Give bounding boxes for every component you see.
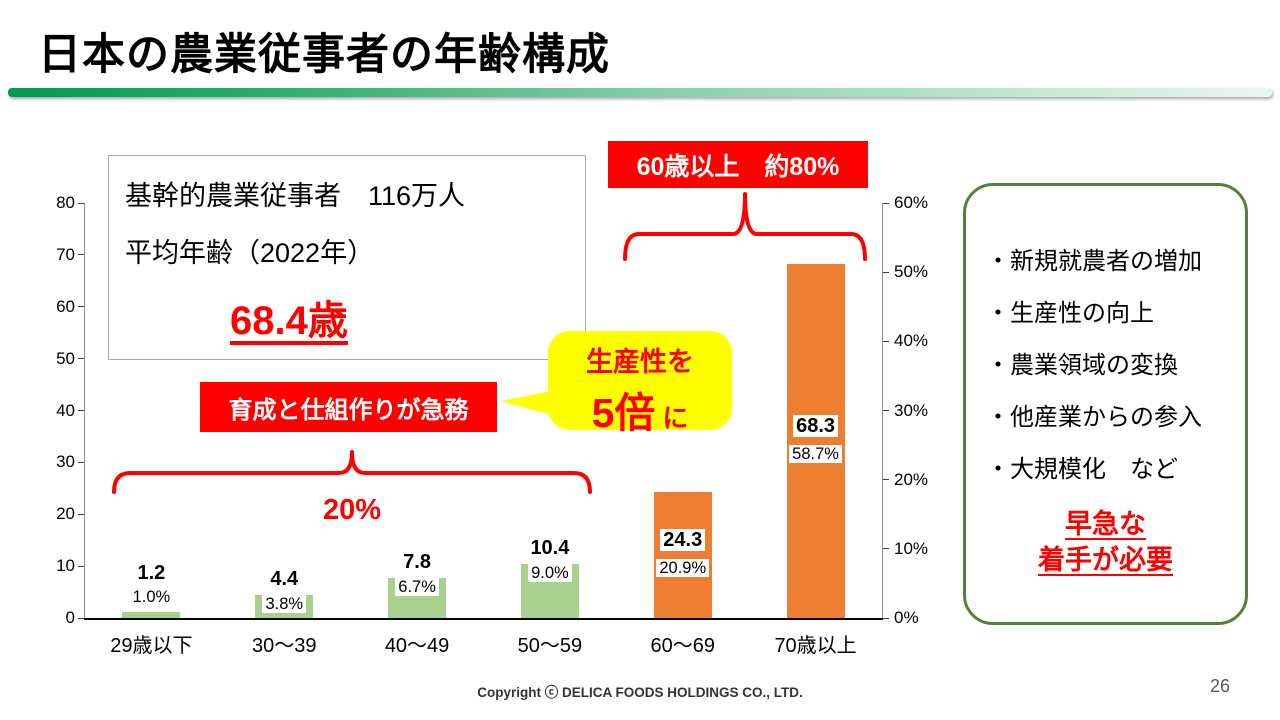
left-axis-tick-label: 20 — [56, 504, 75, 524]
right-axis-line — [882, 203, 883, 618]
bubble-suffix-text: に — [662, 403, 689, 433]
info-box: 基幹的農業従事者 116万人 平均年齢（2022年） 68.4歳 — [108, 155, 586, 360]
title-divider — [8, 88, 1272, 97]
right-axis-tick-label: 0% — [894, 608, 919, 627]
left-axis-tick — [78, 358, 84, 360]
left-axis-tick — [78, 461, 84, 463]
x-axis-category-label: 50〜59 — [517, 635, 583, 657]
bubble-5x-text: 5倍 — [591, 390, 656, 436]
urgent-action-note: 早急な 着手が必要 — [986, 506, 1245, 578]
bar-pct-label-text: 1.0% — [129, 587, 174, 606]
bubble-tail — [501, 391, 551, 415]
left-axis-tick — [78, 254, 84, 256]
over-60-bracket — [623, 192, 867, 261]
right-axis-tick-label: 40% — [894, 331, 929, 351]
bar-value-label: 1.2 — [85, 560, 218, 588]
bar-70歳以上 — [786, 263, 845, 618]
right-axis-tick — [883, 548, 889, 550]
bar-value-label-text: 1.2 — [134, 561, 169, 584]
right-axis-tick-label: 50% — [894, 262, 929, 282]
left-axis-line — [84, 203, 85, 618]
right-axis-tick — [883, 340, 889, 342]
left-axis-tick-label: 40 — [56, 400, 75, 420]
bar-pct-label: 9.0% — [484, 561, 617, 586]
left-axis-tick-label: 0 — [65, 608, 75, 627]
left-axis-tick — [78, 306, 84, 308]
left-axis-tick-label: 80 — [56, 193, 75, 212]
bubble-line-2: 5倍に — [548, 379, 732, 439]
bar-pct-label-text: 6.7% — [395, 577, 439, 596]
bar-pct-label-text: 58.7% — [789, 444, 842, 463]
bar-value-label-text: 24.3 — [660, 528, 706, 551]
bar-value-label-text: 4.4 — [267, 568, 302, 591]
copyright-text: Copyright ⓒ DELICA FOODS HOLDINGS CO., L… — [477, 685, 803, 700]
bar-pct-label: 6.7% — [351, 575, 484, 600]
urgent-line-2: 着手が必要 — [1038, 545, 1173, 575]
left-axis-tick-label: 10 — [56, 556, 75, 576]
right-axis-tick-label: 10% — [894, 538, 929, 558]
left-axis-tick — [78, 202, 84, 204]
bar-value-label-text: 68.3 — [793, 414, 839, 437]
left-axis-tick-label: 70 — [56, 244, 75, 264]
right-axis-tick-label: 30% — [894, 400, 929, 420]
left-axis-tick — [78, 513, 84, 515]
bubble-line-1: 生産性を — [586, 347, 694, 377]
x-axis-category-label: 60〜69 — [650, 635, 715, 657]
x-axis-category-label: 29歳以下 — [110, 635, 193, 657]
under-60-bracket — [112, 450, 592, 494]
measures-panel: ・新規就農者の増加 ・生産性の向上 ・農業領域の変換 ・他産業からの参入 ・大規… — [963, 183, 1248, 625]
right-axis-tick-label: 20% — [894, 469, 929, 489]
bar-pct-label: 3.8% — [218, 592, 351, 617]
x-axis-line — [84, 618, 883, 620]
bar-value-label-text: 7.8 — [400, 550, 434, 573]
urgent-line-1: 早急な — [1065, 509, 1146, 539]
left-axis-tick — [78, 617, 84, 619]
bar-value-label: 7.8 — [351, 549, 484, 577]
measure-item: ・農業領域の変換 — [986, 352, 1178, 379]
average-age-value: 68.4歳 — [230, 299, 348, 343]
bar-pct-label-text: 9.0% — [528, 564, 572, 583]
right-axis-tick — [883, 479, 889, 481]
measure-item: ・大規模化 など — [986, 456, 1178, 483]
right-axis-tick-label: 60% — [894, 193, 929, 212]
bar-value-label: 24.3 — [616, 527, 749, 555]
bar-value-label: 4.4 — [218, 566, 351, 594]
left-axis-tick — [78, 565, 84, 567]
right-axis-tick — [883, 410, 889, 411]
x-axis-category-label: 40〜49 — [384, 635, 450, 657]
right-axis-tick — [883, 617, 889, 619]
bar-value-label: 10.4 — [484, 535, 617, 563]
left-axis-tick-label: 50 — [56, 348, 75, 368]
measure-item: ・他産業からの参入 — [986, 404, 1202, 431]
left-axis-tick-label: 30 — [56, 452, 75, 472]
bar-pct-label-text: 20.9% — [656, 558, 710, 577]
bar-pct-label: 20.9% — [616, 556, 749, 581]
x-axis-category-label: 30〜39 — [251, 635, 317, 657]
left-axis-tick-label: 60 — [56, 296, 75, 316]
bar-29歳以下 — [122, 611, 181, 618]
urgent-task-label: 育成と仕組作りが急務 — [200, 382, 497, 432]
bar-pct-label: 58.7% — [749, 442, 882, 467]
bar-value-label-text: 10.4 — [527, 537, 573, 560]
bar-pct-label: 1.0% — [85, 585, 218, 610]
left-axis-tick — [78, 410, 84, 411]
page-title: 日本の農業従事者の年齢構成 — [38, 31, 610, 79]
over-60-share-label: 60歳以上 約80% — [608, 141, 868, 188]
info-line-average-age: 平均年齢（2022年） — [125, 238, 375, 268]
info-line-workers: 基幹的農業従事者 116万人 — [125, 181, 466, 211]
bar-pct-label-text: 3.8% — [262, 595, 307, 614]
bar-60〜69 — [653, 491, 712, 618]
right-axis-tick — [883, 202, 889, 204]
measure-item: ・生産性の向上 — [986, 300, 1154, 327]
page-number: 26 — [1209, 676, 1230, 696]
x-axis-category-label: 70歳以上 — [774, 635, 857, 657]
measure-item: ・新規就農者の増加 — [986, 248, 1202, 275]
right-axis-tick — [883, 271, 889, 273]
under-60-share-label: 20% — [322, 494, 382, 526]
productivity-bubble: 生産性を 5倍に — [548, 331, 732, 436]
bar-value-label: 68.3 — [749, 413, 882, 441]
